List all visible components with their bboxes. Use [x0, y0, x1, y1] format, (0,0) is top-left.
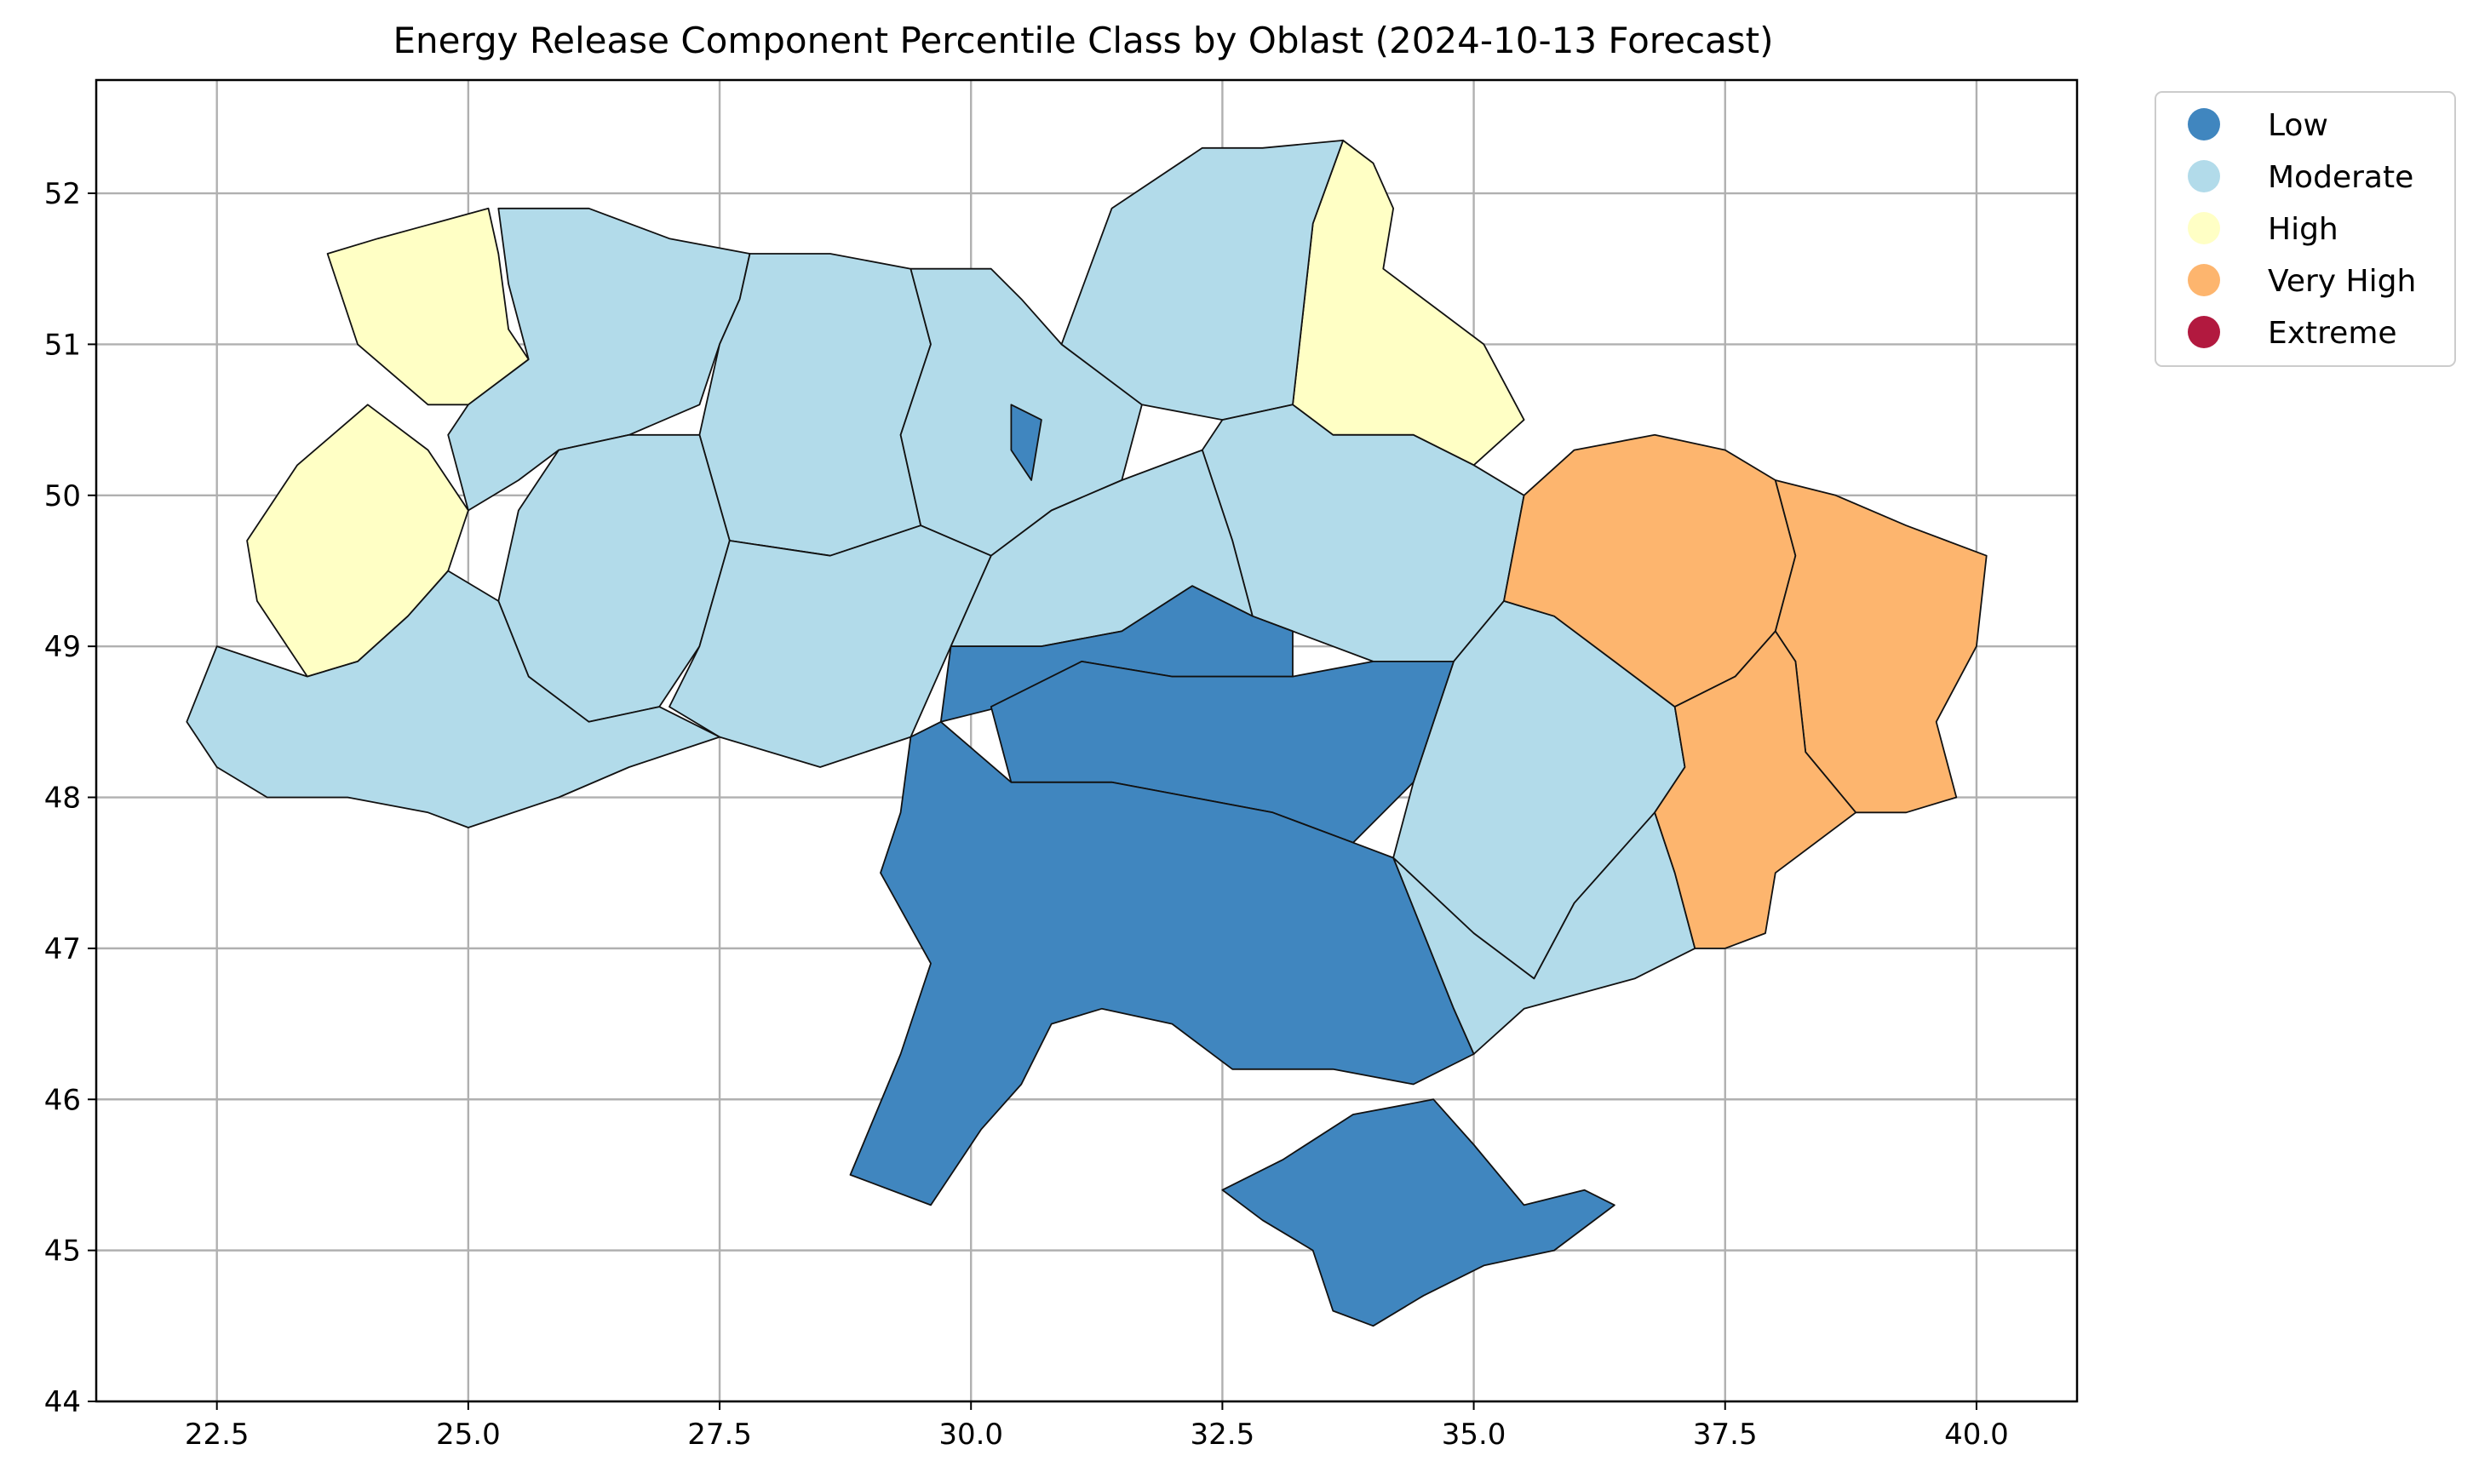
y-tick-label-2: 46 [44, 1083, 81, 1117]
x-tick-label-3: 30.0 [938, 1418, 1003, 1452]
oblast-region-0 [326, 207, 530, 406]
y-tick-label-5: 49 [44, 630, 81, 664]
axes-frame [95, 78, 2079, 1403]
y-tick-label-3: 47 [44, 932, 81, 966]
x-tick-label-2: 27.5 [687, 1418, 752, 1452]
legend: Low Moderate High Very High Extreme [2155, 91, 2456, 367]
x-tick-label-1: 25.0 [436, 1418, 501, 1452]
oblast-region-2 [1292, 139, 1525, 467]
tick-labels: 22.5 25.0 27.5 30.0 32.5 35.0 37.5 40.0 44 45 46 47… [44, 177, 2009, 1452]
x-tick-label-0: 22.5 [185, 1418, 250, 1452]
legend-label-4: Extreme [2268, 316, 2397, 351]
legend-box [2155, 91, 2456, 367]
oblast-region-21 [1221, 1098, 1615, 1327]
oblast-region-11 [186, 570, 720, 828]
legend-label-2: High [2268, 212, 2338, 247]
oblast-region-6 [1060, 139, 1344, 421]
y-tick-label-0: 44 [44, 1385, 81, 1419]
oblast-regions [186, 139, 1988, 1327]
legend-marker-0 [2188, 108, 2220, 140]
legend-label-0: Low [2268, 108, 2328, 143]
x-tick-label-5: 35.0 [1442, 1418, 1506, 1452]
legend-label-1: Moderate [2268, 160, 2413, 195]
y-tick-label-6: 50 [44, 479, 81, 513]
y-tick-label-4: 48 [44, 782, 81, 816]
legend-marker-4 [2188, 316, 2220, 348]
x-tick-label-4: 32.5 [1191, 1418, 1255, 1452]
x-tick-label-6: 37.5 [1693, 1418, 1758, 1452]
oblast-region-17 [1010, 404, 1042, 481]
oblast-region-16 [1654, 630, 1857, 949]
oblast-region-20 [849, 720, 1475, 1206]
chart-title: Energy Release Component Percentile Clas… [393, 20, 1773, 61]
legend-marker-3 [2188, 264, 2220, 296]
legend-marker-1 [2188, 160, 2220, 192]
y-tick-label-1: 45 [44, 1235, 81, 1269]
x-tick-label-7: 40.0 [1944, 1418, 2009, 1452]
legend-label-3: Very High [2268, 264, 2416, 299]
y-tick-label-7: 51 [44, 328, 81, 362]
y-tick-label-8: 52 [44, 177, 81, 211]
legend-marker-2 [2188, 212, 2220, 244]
